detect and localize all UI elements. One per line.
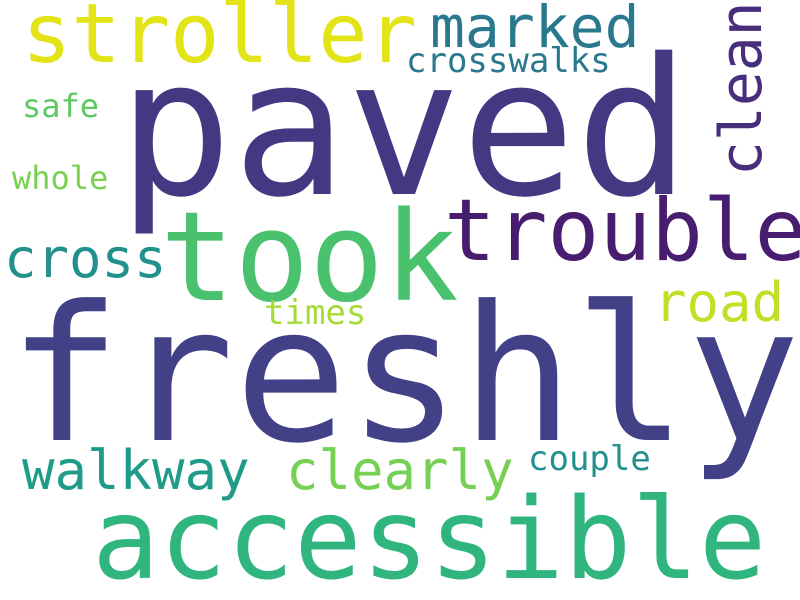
word-crosswalks: crosswalks: [406, 41, 611, 81]
word-times: times: [264, 293, 367, 333]
word-paved: paved: [118, 18, 690, 239]
word-marked: marked: [430, 0, 640, 61]
word-stroller: stroller: [22, 0, 417, 82]
word-trouble: trouble: [444, 181, 800, 281]
word-took: took: [160, 186, 459, 330]
word-couple: couple: [528, 439, 651, 479]
word-clearly: clearly: [286, 439, 514, 502]
word-freshly: freshly: [8, 266, 800, 485]
word-whole: whole: [12, 159, 109, 197]
word-road: road: [654, 271, 785, 334]
word-walkway: walkway: [22, 439, 250, 502]
word-accessible: accessible: [92, 475, 767, 600]
word-safe: safe: [22, 87, 100, 125]
word-clean: clean: [707, 1, 775, 176]
word-cross: cross: [4, 227, 167, 290]
